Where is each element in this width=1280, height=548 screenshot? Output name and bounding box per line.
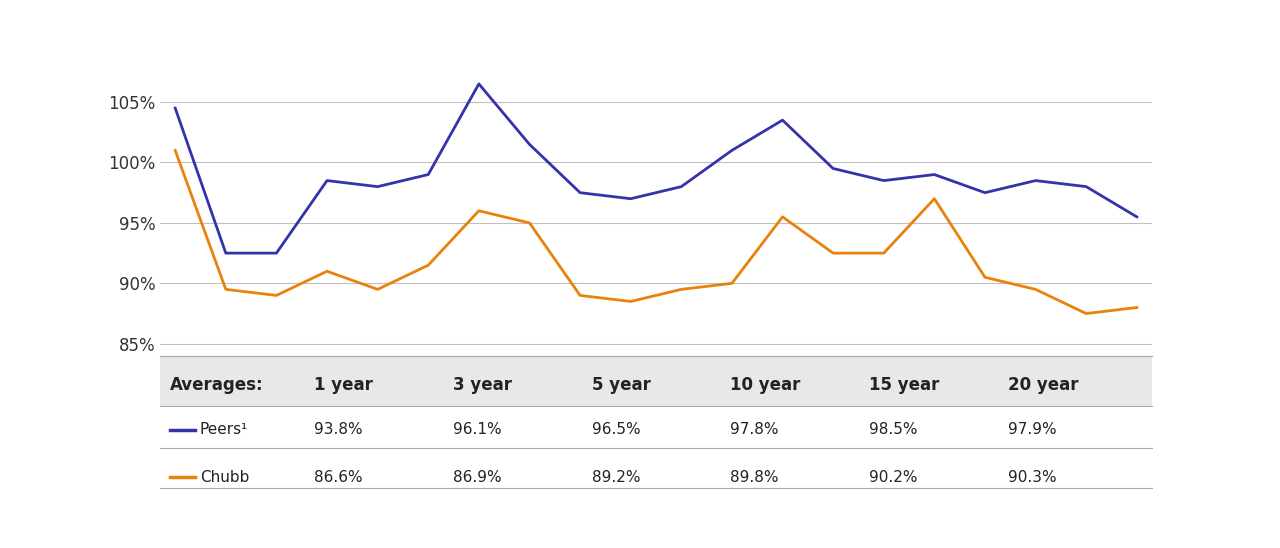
FancyBboxPatch shape: [160, 356, 1152, 406]
Text: 96.1%: 96.1%: [453, 422, 502, 437]
Text: 96.5%: 96.5%: [591, 422, 640, 437]
Text: 89.2%: 89.2%: [591, 470, 640, 484]
FancyBboxPatch shape: [160, 406, 1152, 448]
Text: Averages:: Averages:: [170, 376, 264, 394]
Text: 97.9%: 97.9%: [1009, 422, 1057, 437]
Text: 93.8%: 93.8%: [314, 422, 362, 437]
Text: 97.8%: 97.8%: [731, 422, 780, 437]
Text: 10 year: 10 year: [731, 376, 801, 394]
Text: 3 year: 3 year: [453, 376, 512, 394]
Text: 1 year: 1 year: [314, 376, 372, 394]
Text: Chubb: Chubb: [200, 470, 250, 484]
Text: 89.8%: 89.8%: [731, 470, 780, 484]
Text: 86.6%: 86.6%: [314, 470, 362, 484]
Text: Peers¹: Peers¹: [200, 422, 248, 437]
Text: 20 year: 20 year: [1009, 376, 1079, 394]
Text: 90.2%: 90.2%: [869, 470, 918, 484]
Text: 15 year: 15 year: [869, 376, 940, 394]
Text: 86.9%: 86.9%: [453, 470, 502, 484]
FancyBboxPatch shape: [160, 448, 1152, 488]
Text: 98.5%: 98.5%: [869, 422, 918, 437]
Text: 5 year: 5 year: [591, 376, 650, 394]
Text: 90.3%: 90.3%: [1009, 470, 1057, 484]
